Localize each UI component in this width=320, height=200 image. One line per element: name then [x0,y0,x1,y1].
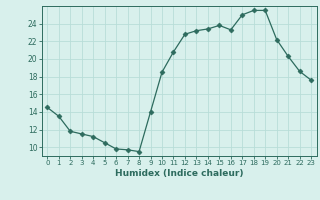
X-axis label: Humidex (Indice chaleur): Humidex (Indice chaleur) [115,169,244,178]
